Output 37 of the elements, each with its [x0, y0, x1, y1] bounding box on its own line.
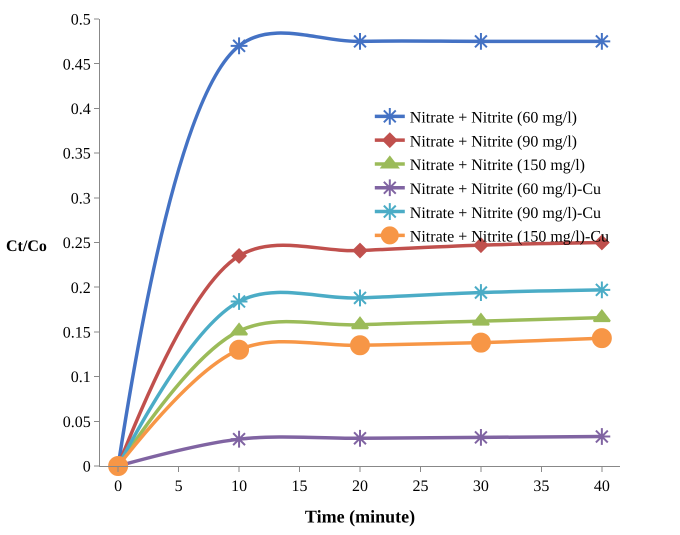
y-tick-label: 0.15: [62, 324, 91, 342]
point: [230, 292, 248, 311]
y-tick-label: 0: [82, 458, 91, 476]
y-tick-label: 0.2: [70, 280, 91, 297]
y-tick-label: 0.25: [62, 235, 91, 252]
point: [352, 243, 368, 258]
legend-label: Nitrate + Nitrite (90 mg/l): [410, 133, 578, 150]
legend-label: Nitrate + Nitrite (90 mg/l)-Cu: [410, 204, 602, 222]
legend-label: Nitrate + Nitrite (150 mg/l)-Cu: [410, 228, 610, 246]
point: [229, 340, 250, 360]
point: [350, 335, 370, 356]
y-tick-label: 0.45: [62, 56, 91, 74]
x-tick-label: 40: [594, 478, 610, 496]
y-axis-title: Ct/Co: [6, 238, 47, 255]
point: [230, 36, 248, 56]
y-tick-label: 0.4: [70, 101, 91, 118]
x-axis-title: Time (minute): [304, 506, 416, 526]
x-tick-label: 35: [533, 478, 550, 496]
x-tick-label: 0: [114, 478, 122, 496]
x-tick-label: 20: [352, 478, 368, 496]
x-tick-label: 25: [412, 478, 428, 496]
legend-label: Nitrate + Nitrite (60 mg/l)-Cu: [410, 181, 602, 198]
x-tick-label: 10: [231, 478, 248, 496]
point: [230, 430, 248, 449]
x-tick-label: 5: [174, 478, 183, 496]
point: [470, 332, 491, 353]
legend-label: Nitrate + Nitrite (150 mg/l): [410, 157, 586, 174]
y-tick-label: 0.35: [62, 146, 91, 163]
point: [592, 328, 612, 348]
x-tick-label: 30: [472, 478, 489, 496]
x-tick-label: 15: [292, 478, 308, 496]
y-tick-label: 0.5: [70, 12, 91, 29]
y-tick-label: 0.05: [62, 414, 91, 431]
point: [232, 248, 247, 264]
y-tick-label: 0.1: [70, 369, 91, 386]
y-tick-label: 0.3: [70, 190, 91, 208]
legend-label: Nitrate + Nitrite (60 mg/l): [410, 110, 578, 127]
